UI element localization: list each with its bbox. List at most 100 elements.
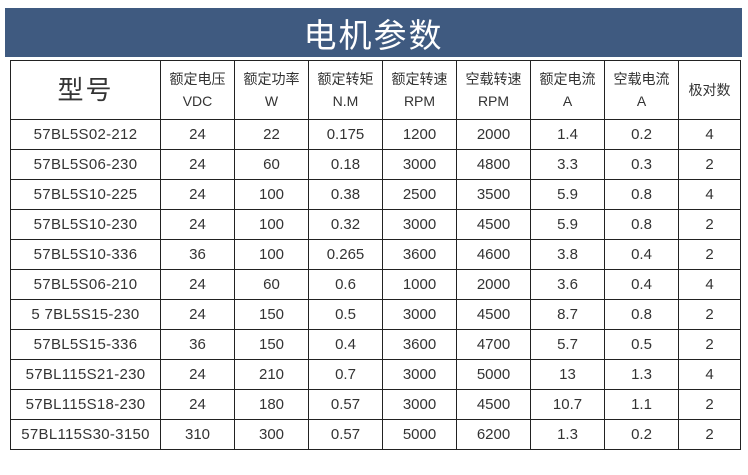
cell-pole-pairs: 2 bbox=[678, 209, 741, 240]
cell-rated-speed: 3000 bbox=[382, 389, 457, 420]
cell-no-load-current: 0.2 bbox=[604, 419, 679, 450]
cell-rated-voltage: 310 bbox=[160, 419, 235, 450]
cell-rated-torque: 0.38 bbox=[308, 179, 383, 210]
table-row: 57BL5S15-336 36 150 0.4 3600 4700 5.7 0.5 2 bbox=[10, 329, 741, 360]
cell-rated-current: 5.7 bbox=[530, 329, 605, 360]
cell-rated-speed: 1000 bbox=[382, 269, 457, 300]
column-header-label: 型号 bbox=[57, 75, 114, 105]
cell-no-load-current: 0.8 bbox=[604, 209, 679, 240]
column-header-pole-pairs: 极对数 bbox=[678, 60, 741, 120]
cell-no-load-speed: 4700 bbox=[456, 329, 531, 360]
column-header-rated-speed: 额定转速 RPM bbox=[382, 60, 457, 120]
cell-rated-current: 1.3 bbox=[530, 419, 605, 450]
cell-model: 57BL115S21-230 bbox=[10, 359, 161, 390]
column-header-model: 型号 bbox=[10, 60, 161, 120]
column-header-unit: RPM bbox=[403, 93, 436, 109]
table-row: 57BL5S06-210 24 60 0.6 1000 2000 3.6 0.4 4 bbox=[10, 269, 741, 300]
cell-no-load-speed: 4500 bbox=[456, 209, 531, 240]
cell-rated-current: 3.8 bbox=[530, 239, 605, 270]
cell-rated-voltage: 24 bbox=[160, 179, 235, 210]
cell-rated-current: 13 bbox=[530, 359, 605, 390]
cell-rated-torque: 0.57 bbox=[308, 389, 383, 420]
cell-rated-torque: 0.265 bbox=[308, 239, 383, 270]
column-header-label: 极对数 bbox=[688, 82, 731, 98]
cell-rated-power: 150 bbox=[234, 329, 309, 360]
cell-model: 5 7BL5S15-230 bbox=[10, 299, 161, 330]
cell-no-load-speed: 2000 bbox=[456, 269, 531, 300]
cell-pole-pairs: 2 bbox=[678, 419, 741, 450]
column-header-no-load-speed: 空载转速 RPM bbox=[456, 60, 531, 120]
cell-rated-speed: 3600 bbox=[382, 239, 457, 270]
cell-rated-power: 210 bbox=[234, 359, 309, 390]
table-row: 57BL5S10-225 24 100 0.38 2500 3500 5.9 0.8 4 bbox=[10, 179, 741, 210]
cell-rated-voltage: 24 bbox=[160, 389, 235, 420]
cell-rated-power: 60 bbox=[234, 149, 309, 180]
cell-rated-torque: 0.57 bbox=[308, 419, 383, 450]
column-header-label: 空载转速 bbox=[465, 71, 522, 87]
column-header-unit: RPM bbox=[477, 93, 510, 109]
table-row: 57BL5S10-336 36 100 0.265 3600 4600 3.8 0.4 2 bbox=[10, 239, 741, 270]
cell-rated-power: 60 bbox=[234, 269, 309, 300]
cell-rated-torque: 0.7 bbox=[308, 359, 383, 390]
cell-rated-voltage: 24 bbox=[160, 269, 235, 300]
title-banner: 电机参数 bbox=[5, 8, 742, 57]
cell-no-load-speed: 4600 bbox=[456, 239, 531, 270]
cell-pole-pairs: 4 bbox=[678, 179, 741, 210]
table-header: 型号 额定电压 VDC 额定功率 W 额定转矩 N.M 额定转速 RPM 空载转速 RPM 额定电流 A… bbox=[10, 60, 741, 120]
cell-model: 57BL115S18-230 bbox=[10, 389, 161, 420]
column-header-rated-power: 额定功率 W bbox=[234, 60, 309, 120]
table-row: 57BL115S30-3150 310 300 0.57 5000 6200 1.3 0.2 2 bbox=[10, 419, 741, 450]
column-header-unit: W bbox=[264, 93, 279, 109]
cell-no-load-current: 0.4 bbox=[604, 269, 679, 300]
cell-rated-speed: 3000 bbox=[382, 209, 457, 240]
cell-rated-current: 5.9 bbox=[530, 209, 605, 240]
cell-no-load-speed: 2000 bbox=[456, 119, 531, 150]
cell-rated-torque: 0.5 bbox=[308, 299, 383, 330]
cell-rated-speed: 3000 bbox=[382, 149, 457, 180]
cell-rated-power: 100 bbox=[234, 179, 309, 210]
cell-no-load-speed: 3500 bbox=[456, 179, 531, 210]
column-header-unit: A bbox=[636, 93, 647, 109]
cell-rated-current: 10.7 bbox=[530, 389, 605, 420]
cell-model: 57BL115S30-3150 bbox=[10, 419, 161, 450]
cell-rated-torque: 0.18 bbox=[308, 149, 383, 180]
cell-rated-current: 5.9 bbox=[530, 179, 605, 210]
cell-rated-voltage: 24 bbox=[160, 149, 235, 180]
column-header-unit: A bbox=[562, 93, 573, 109]
cell-rated-current: 3.6 bbox=[530, 269, 605, 300]
cell-rated-voltage: 24 bbox=[160, 359, 235, 390]
table-row: 57BL5S02-212 24 22 0.175 1200 2000 1.4 0.2 4 bbox=[10, 119, 741, 150]
cell-rated-voltage: 36 bbox=[160, 329, 235, 360]
cell-rated-torque: 0.175 bbox=[308, 119, 383, 150]
cell-rated-power: 300 bbox=[234, 419, 309, 450]
cell-rated-current: 8.7 bbox=[530, 299, 605, 330]
cell-no-load-speed: 6200 bbox=[456, 419, 531, 450]
cell-rated-speed: 2500 bbox=[382, 179, 457, 210]
motor-parameters-table: 型号 额定电压 VDC 额定功率 W 额定转矩 N.M 额定转速 RPM 空载转速 RPM 额定电流 A… bbox=[10, 60, 741, 450]
cell-model: 57BL5S06-230 bbox=[10, 149, 161, 180]
cell-rated-power: 100 bbox=[234, 209, 309, 240]
cell-no-load-current: 0.4 bbox=[604, 239, 679, 270]
cell-no-load-speed: 4500 bbox=[456, 389, 531, 420]
cell-model: 57BL5S02-212 bbox=[10, 119, 161, 150]
cell-no-load-speed: 4500 bbox=[456, 299, 531, 330]
column-header-rated-voltage: 额定电压 VDC bbox=[160, 60, 235, 120]
cell-rated-torque: 0.32 bbox=[308, 209, 383, 240]
cell-rated-power: 100 bbox=[234, 239, 309, 270]
column-header-label: 空载电流 bbox=[613, 71, 670, 87]
cell-model: 57BL5S10-230 bbox=[10, 209, 161, 240]
cell-model: 57BL5S10-336 bbox=[10, 239, 161, 270]
cell-no-load-current: 0.8 bbox=[604, 299, 679, 330]
page-title: 电机参数 bbox=[303, 15, 444, 55]
cell-no-load-speed: 5000 bbox=[456, 359, 531, 390]
cell-rated-power: 180 bbox=[234, 389, 309, 420]
cell-pole-pairs: 2 bbox=[678, 389, 741, 420]
cell-no-load-current: 0.2 bbox=[604, 119, 679, 150]
cell-pole-pairs: 4 bbox=[678, 359, 741, 390]
cell-rated-power: 150 bbox=[234, 299, 309, 330]
table-row: 57BL5S06-230 24 60 0.18 3000 4800 3.3 0.3 2 bbox=[10, 149, 741, 180]
cell-rated-speed: 1200 bbox=[382, 119, 457, 150]
cell-model: 57BL5S10-225 bbox=[10, 179, 161, 210]
cell-model: 57BL5S06-210 bbox=[10, 269, 161, 300]
cell-pole-pairs: 2 bbox=[678, 239, 741, 270]
